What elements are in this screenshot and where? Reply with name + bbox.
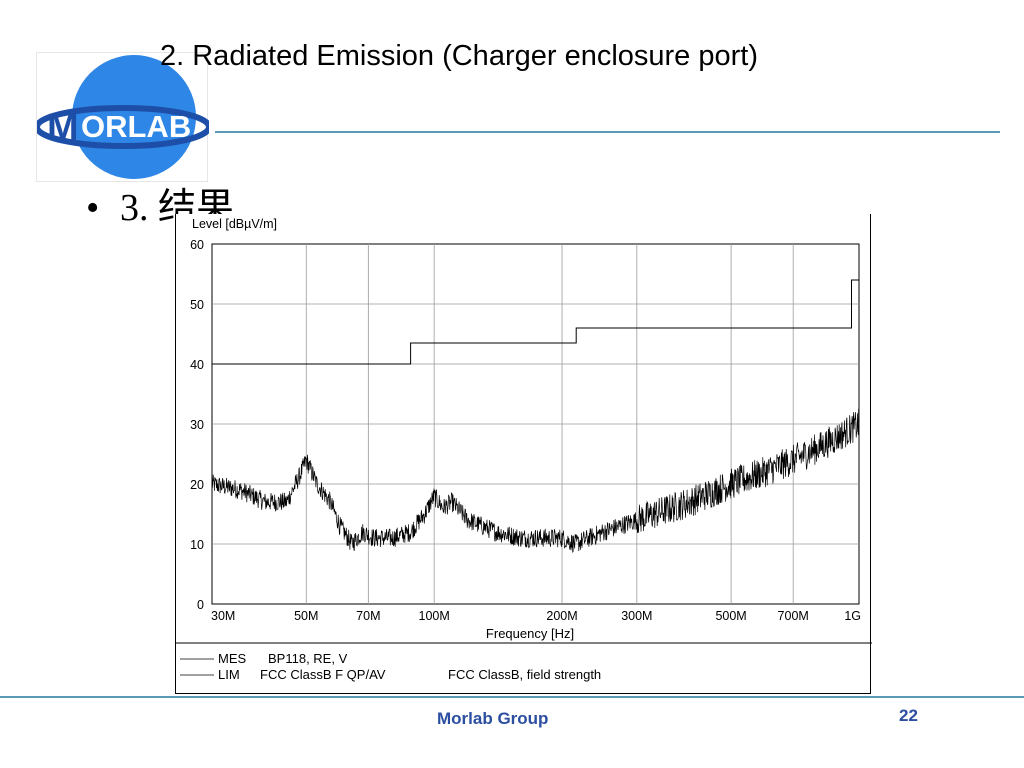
- x-tick-label: 70M: [356, 609, 380, 623]
- legend-text: BP118, RE, V: [268, 651, 348, 666]
- x-tick-label: 100M: [419, 609, 450, 623]
- footer-divider: [0, 696, 1024, 698]
- y-tick-label: 0: [197, 598, 204, 612]
- measurement-trace: [211, 408, 860, 553]
- x-tick-label: 700M: [778, 609, 809, 623]
- logo-text: ORLAB: [81, 109, 191, 144]
- emission-chart-svg: 0 10 20 30 40 50 60 30M 50M 70M 100M 200M 300M 500M 70…: [176, 217, 872, 682]
- x-tick-label: 30M: [211, 609, 235, 623]
- y-tick-label: 60: [190, 238, 204, 252]
- legend-extra: FCC ClassB, field strength: [448, 667, 601, 682]
- y-tick-label: 50: [190, 298, 204, 312]
- y-tick-label: 10: [190, 538, 204, 552]
- x-tick-label: 50M: [294, 609, 318, 623]
- logo-letter-m: M: [47, 107, 79, 149]
- tick-layer: 0 10 20 30 40 50 60 30M 50M 70M 100M 200M 300M 500M 70…: [190, 238, 861, 623]
- title-divider: [215, 131, 1000, 133]
- morlab-logo: M ORLAB: [34, 52, 212, 182]
- legend-text: FCC ClassB F QP/AV: [260, 667, 386, 682]
- legend-code: MES: [218, 651, 247, 666]
- page-number: 22: [899, 706, 918, 725]
- legend-code: LIM: [218, 667, 240, 682]
- y-tick-label: 40: [190, 358, 204, 372]
- grid-layer: [212, 244, 859, 604]
- x-tick-label: 200M: [546, 609, 577, 623]
- series-layer: [211, 279, 860, 553]
- legend: MES BP118, RE, V LIM FCC ClassB F QP/AV FCC …: [180, 651, 601, 682]
- emission-chart: 0 10 20 30 40 50 60 30M 50M 70M 100M 200M 300M 500M 70…: [175, 214, 872, 694]
- y-axis-label: Level [dBµV/m]: [192, 217, 277, 231]
- x-tick-label: 300M: [621, 609, 652, 623]
- x-tick-label: 500M: [715, 609, 746, 623]
- slide-title: 2. Radiated Emission (Charger enclosure …: [160, 40, 758, 72]
- y-tick-label: 30: [190, 418, 204, 432]
- limit-line: [212, 279, 859, 365]
- y-tick-label: 20: [190, 478, 204, 492]
- morlab-logo-graphic: M ORLAB: [34, 55, 212, 179]
- bullet-dot: •: [86, 187, 100, 229]
- footer-brand: Morlab Group: [437, 709, 549, 728]
- x-axis-label: Frequency [Hz]: [486, 626, 574, 641]
- x-tick-label: 1G: [844, 609, 861, 623]
